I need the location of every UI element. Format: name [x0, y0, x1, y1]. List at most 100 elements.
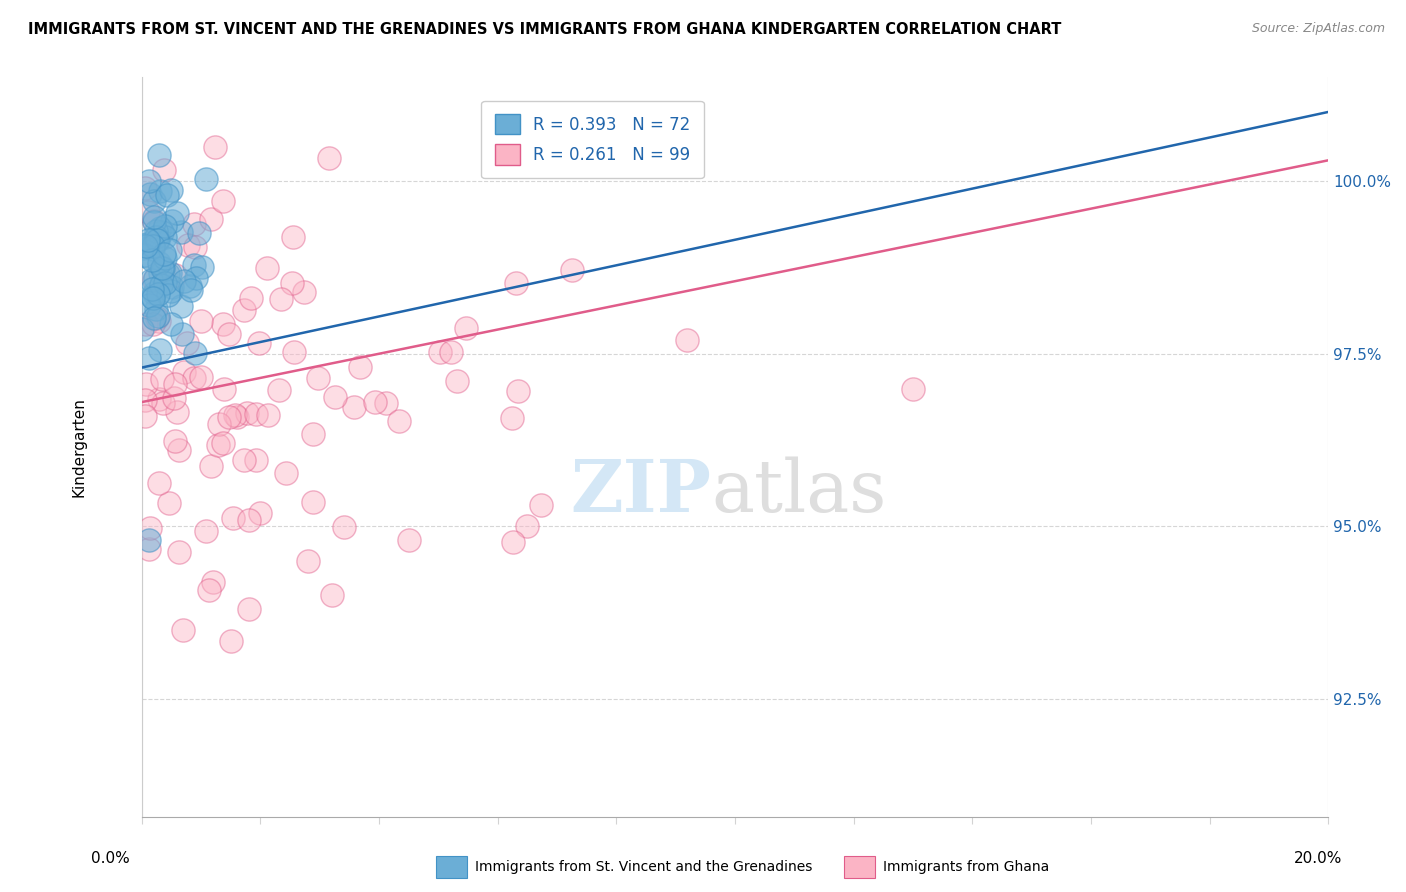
Point: [257, 408, 280, 422]
Point: [218, 327, 240, 342]
Point: [530, 498, 553, 512]
Point: [153, 162, 176, 177]
Point: [163, 268, 186, 283]
Point: [207, 438, 229, 452]
Point: [183, 258, 205, 272]
Point: [143, 194, 166, 209]
Point: [195, 172, 218, 186]
Point: [143, 285, 166, 300]
Point: [153, 219, 176, 234]
Point: [138, 351, 160, 366]
Point: [343, 400, 366, 414]
Text: atlas: atlas: [711, 456, 887, 526]
Point: [155, 230, 177, 244]
Text: 20.0%: 20.0%: [1295, 851, 1343, 865]
Point: [148, 147, 170, 161]
Point: [429, 344, 451, 359]
Point: [139, 520, 162, 534]
Point: [179, 279, 201, 293]
Point: [142, 243, 165, 257]
Point: [146, 286, 169, 301]
Point: [167, 443, 190, 458]
Point: [145, 229, 167, 244]
Point: [142, 317, 165, 331]
Point: [134, 181, 156, 195]
Point: [270, 292, 292, 306]
Point: [167, 544, 190, 558]
Point: [183, 370, 205, 384]
Point: [198, 583, 221, 598]
Point: [148, 314, 170, 328]
Point: [150, 277, 173, 292]
Point: [148, 266, 170, 280]
Point: [131, 321, 153, 335]
Point: [184, 239, 207, 253]
Text: 0.0%: 0.0%: [91, 851, 131, 865]
Point: [141, 282, 163, 296]
Point: [134, 392, 156, 407]
Point: [153, 276, 176, 290]
Point: [323, 390, 346, 404]
Point: [135, 318, 157, 332]
Point: [218, 410, 240, 425]
Point: [398, 533, 420, 548]
Point: [505, 277, 527, 291]
Point: [226, 410, 249, 425]
Point: [173, 275, 195, 289]
Point: [297, 554, 319, 568]
Point: [138, 533, 160, 548]
Point: [440, 345, 463, 359]
Point: [501, 410, 523, 425]
Point: [150, 260, 173, 275]
Point: [143, 271, 166, 285]
Point: [149, 343, 172, 357]
Point: [135, 249, 157, 263]
Point: [143, 273, 166, 287]
Point: [222, 511, 245, 525]
Point: [194, 524, 217, 538]
Point: [170, 299, 193, 313]
Point: [233, 453, 256, 467]
Point: [135, 239, 157, 253]
Point: [184, 345, 207, 359]
Point: [160, 183, 183, 197]
Point: [276, 466, 298, 480]
Point: [134, 409, 156, 423]
Point: [156, 288, 179, 302]
Point: [170, 225, 193, 239]
Point: [138, 542, 160, 557]
Point: [256, 261, 278, 276]
Point: [204, 139, 226, 153]
Point: [224, 408, 246, 422]
Point: [302, 426, 325, 441]
Point: [132, 248, 155, 262]
Point: [349, 360, 371, 375]
Point: [139, 187, 162, 202]
Point: [212, 194, 235, 208]
Point: [134, 238, 156, 252]
Point: [281, 230, 304, 244]
Point: [156, 188, 179, 202]
Point: [388, 414, 411, 428]
Point: [152, 247, 174, 261]
Text: Immigrants from Ghana: Immigrants from Ghana: [883, 860, 1049, 874]
Point: [148, 475, 170, 490]
Point: [190, 314, 212, 328]
Point: [456, 320, 478, 334]
Point: [170, 326, 193, 341]
Point: [307, 371, 329, 385]
Point: [165, 377, 187, 392]
Point: [502, 534, 524, 549]
Point: [136, 204, 159, 219]
Point: [561, 262, 583, 277]
Point: [146, 309, 169, 323]
Text: Source: ZipAtlas.com: Source: ZipAtlas.com: [1251, 22, 1385, 36]
Point: [446, 375, 468, 389]
Point: [239, 291, 262, 305]
Point: [190, 370, 212, 384]
Point: [506, 384, 529, 398]
Point: [149, 184, 172, 198]
Point: [138, 233, 160, 247]
Point: [321, 589, 343, 603]
Point: [160, 279, 183, 293]
